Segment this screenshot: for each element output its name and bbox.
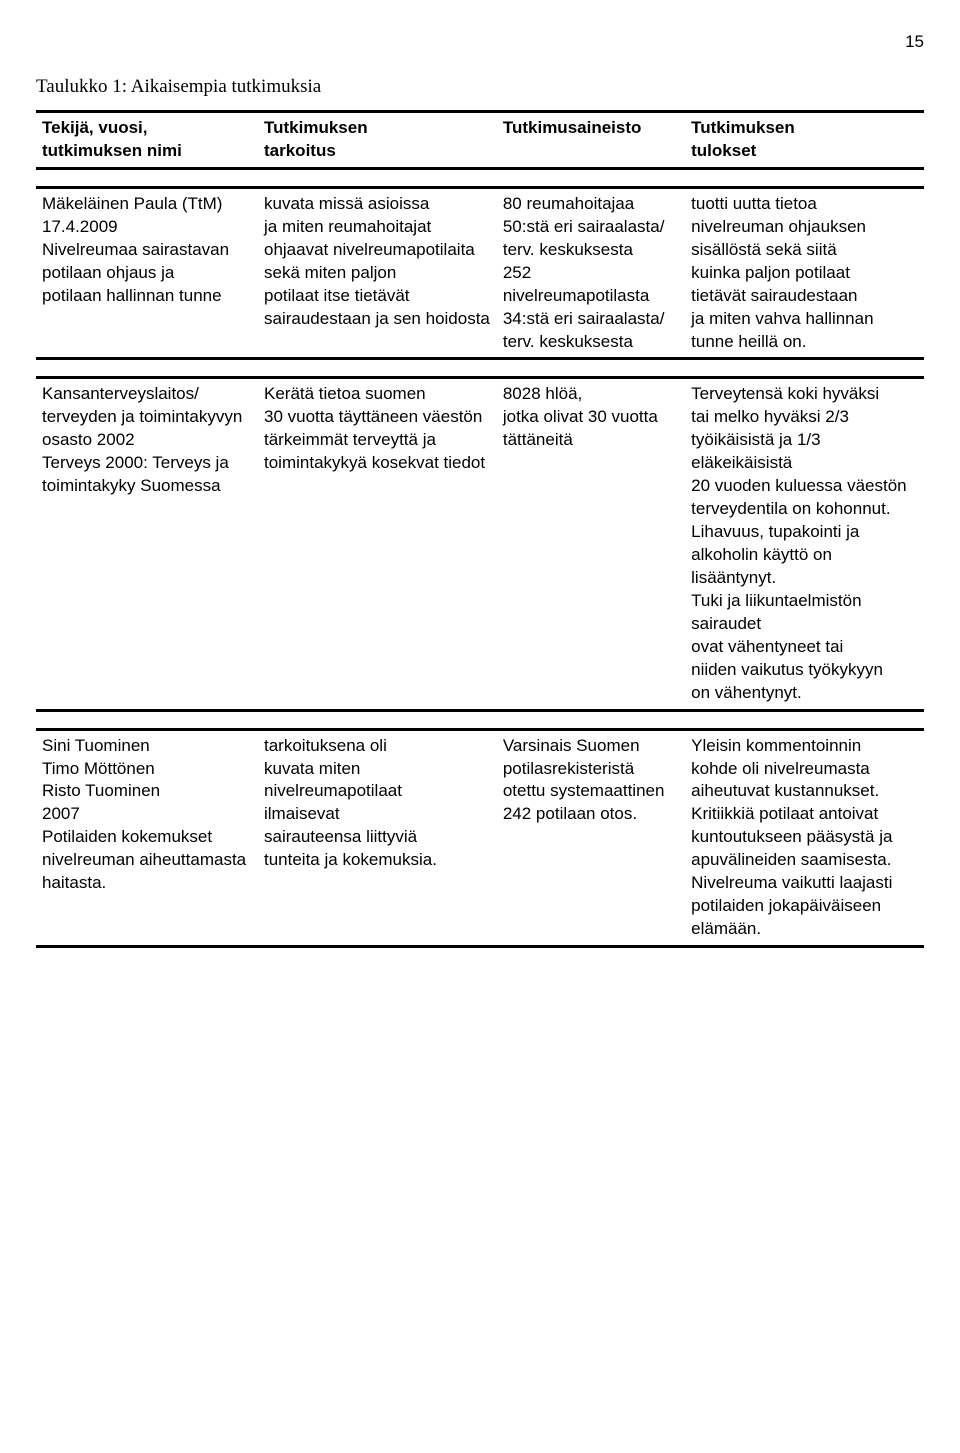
header-table: Tekijä, vuosi, tutkimuksen nimi Tutkimuk… bbox=[36, 110, 924, 170]
hdr-c4a: Tutkimuksen bbox=[691, 118, 795, 137]
hdr-c2b: tarkoitus bbox=[264, 141, 336, 160]
b1-author: Mäkeläinen Paula (TtM)17.4.2009Nivelreum… bbox=[36, 187, 258, 359]
page-number: 15 bbox=[36, 32, 924, 52]
header-col2: Tutkimuksen tarkoitus bbox=[258, 112, 497, 169]
hdr-c3a: Tutkimusaineisto bbox=[503, 118, 642, 137]
b2-results: Terveytensä koki hyväksitai melko hyväks… bbox=[685, 378, 924, 710]
b3-material: Varsinais Suomenpotilasrekisteristäotett… bbox=[497, 729, 685, 946]
header-col4: Tutkimuksen tulokset bbox=[685, 112, 924, 169]
header-col1: Tekijä, vuosi, tutkimuksen nimi bbox=[36, 112, 258, 169]
hdr-c4b: tulokset bbox=[691, 141, 756, 160]
b2-purpose: Kerätä tietoa suomen30 vuotta täyttäneen… bbox=[258, 378, 497, 710]
b2-author: Kansanterveyslaitos/terveyden ja toimint… bbox=[36, 378, 258, 710]
table-title: Taulukko 1: Aikaisempia tutkimuksia bbox=[36, 76, 924, 98]
b3-results: Yleisin kommentoinninkohde oli nivelreum… bbox=[685, 729, 924, 946]
b1-material: 80 reumahoitajaa50:stä eri sairaalasta/t… bbox=[497, 187, 685, 359]
block-1: Mäkeläinen Paula (TtM)17.4.2009Nivelreum… bbox=[36, 186, 924, 361]
hdr-c2a: Tutkimuksen bbox=[264, 118, 368, 137]
hdr-c1a: Tekijä, vuosi, bbox=[42, 118, 148, 137]
b1-results: tuotti uutta tietoanivelreuman ohjauksen… bbox=[685, 187, 924, 359]
hdr-c1b: tutkimuksen nimi bbox=[42, 141, 182, 160]
header-col3: Tutkimusaineisto bbox=[497, 112, 685, 169]
b2-material: 8028 hlöä,jotka olivat 30 vuottatättänei… bbox=[497, 378, 685, 710]
block-3: Sini TuominenTimo MöttönenRisto Tuominen… bbox=[36, 728, 924, 948]
block-2: Kansanterveyslaitos/terveyden ja toimint… bbox=[36, 376, 924, 711]
b3-author: Sini TuominenTimo MöttönenRisto Tuominen… bbox=[36, 729, 258, 946]
b3-purpose: tarkoituksena olikuvata mitennivelreumap… bbox=[258, 729, 497, 946]
b1-purpose: kuvata missä asioissa ja miten reumahoit… bbox=[258, 187, 497, 359]
